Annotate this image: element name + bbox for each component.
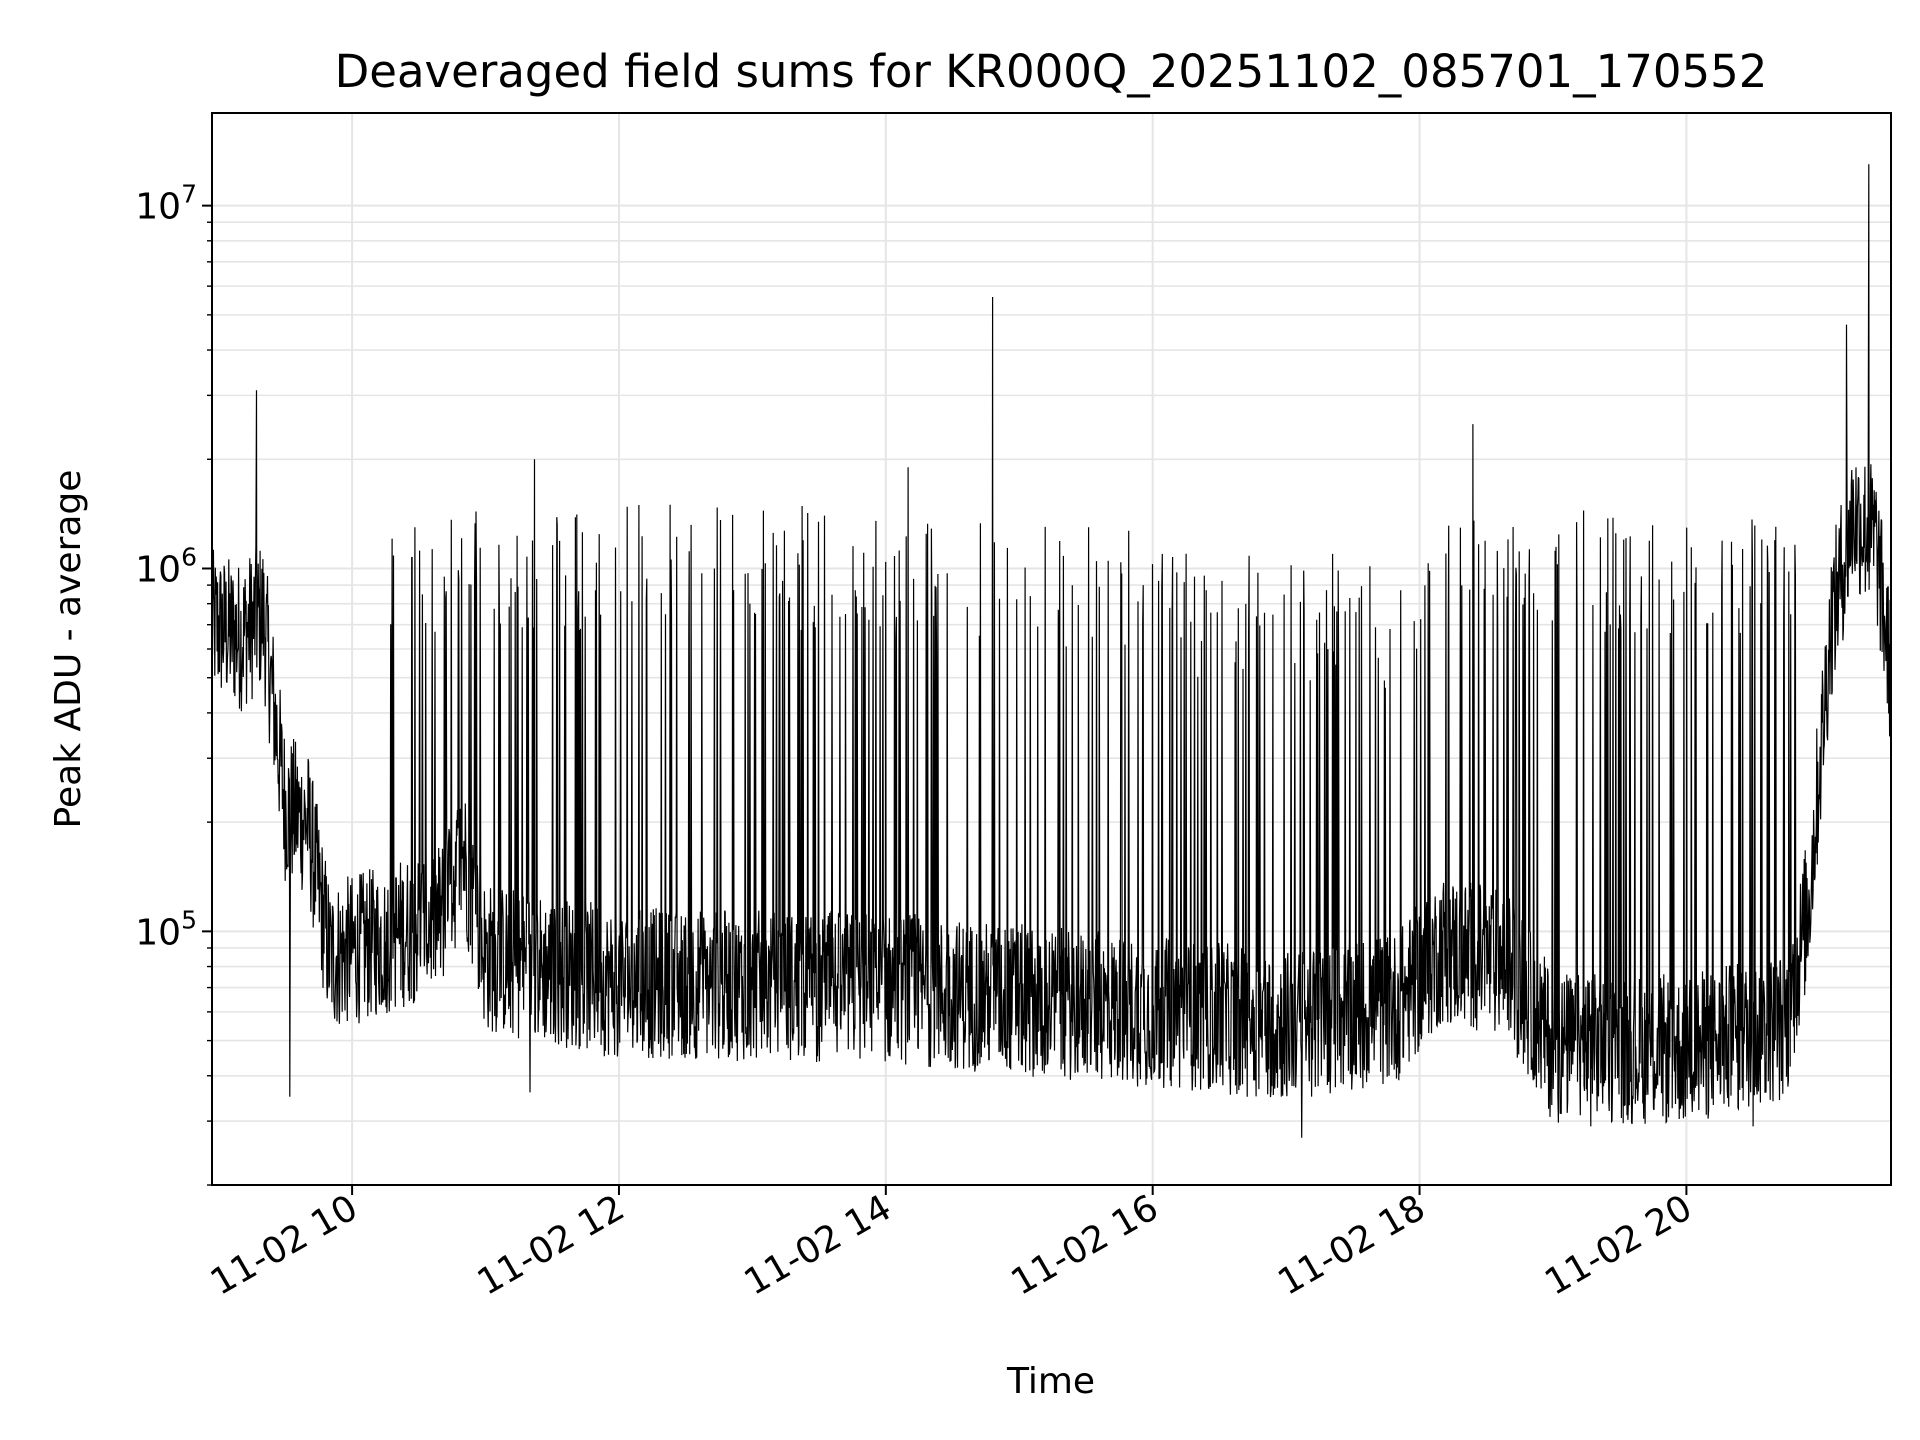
series-line bbox=[211, 164, 1892, 1138]
y-tick-label: 105 bbox=[135, 905, 197, 953]
chart-title: Deaveraged field sums for KR000Q_2025110… bbox=[335, 45, 1768, 98]
axis-ticks bbox=[202, 204, 1688, 1195]
y-tick-label: 106 bbox=[135, 542, 197, 590]
y-axis-label: Peak ADU - average bbox=[48, 470, 89, 829]
series-line-path bbox=[211, 164, 1892, 1138]
y-tick-labels: 105 106 107 bbox=[135, 180, 197, 954]
y-tick-label: 107 bbox=[135, 180, 197, 228]
x-axis-label: Time bbox=[1006, 1361, 1095, 1402]
